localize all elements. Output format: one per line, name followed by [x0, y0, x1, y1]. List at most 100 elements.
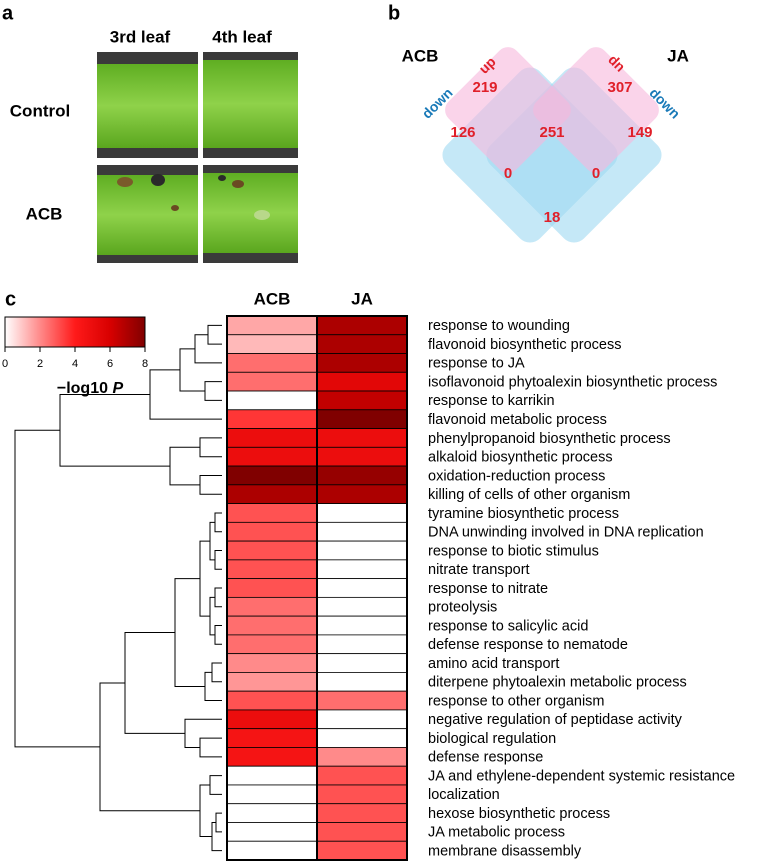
heatmap-cell	[316, 446, 408, 467]
row-label: response to nitrate	[428, 581, 548, 597]
row-label: Control	[10, 101, 70, 120]
heatmap-cell	[226, 728, 318, 748]
heatmap-cell	[316, 822, 408, 842]
heatmap-cell	[226, 822, 318, 842]
heatmap-cell	[226, 409, 318, 429]
dendrogram-branch	[204, 671, 222, 702]
region-count: 251	[539, 124, 564, 141]
heatmap-cell	[226, 465, 318, 486]
dendrogram-branch	[209, 596, 215, 636]
heatmap-cell	[316, 634, 408, 655]
dendrogram-branch	[214, 625, 222, 645]
heatmap-cell	[316, 840, 408, 861]
heatmap-cell	[316, 747, 408, 767]
venn-shapes	[442, 47, 662, 243]
heatmap-cell	[316, 465, 408, 486]
colorbar	[4, 316, 146, 348]
dendrogram-branch	[59, 394, 170, 467]
heatmap-cell	[316, 653, 408, 673]
heatmap-cell	[226, 747, 318, 767]
heatmap-cell	[226, 559, 318, 580]
heatmap-cell	[316, 353, 408, 373]
row-label: defense response to nematode	[428, 637, 628, 653]
row-label: oxidation-reduction process	[428, 468, 605, 484]
heatmap-cell	[316, 428, 408, 448]
heatmap-cell	[226, 334, 318, 354]
heatmap-cell	[316, 578, 408, 598]
heatmap-cell	[316, 559, 408, 580]
colorbar-tick-label: 6	[107, 358, 113, 370]
heatmap-cell	[226, 596, 318, 617]
heatmap-cell	[226, 428, 318, 448]
heatmap-cell	[226, 371, 318, 392]
dendrogram-branch	[215, 812, 222, 833]
heatmap-cell	[226, 315, 318, 336]
heatmap-cell	[226, 803, 318, 823]
row-label: ACB	[26, 204, 63, 223]
row-label: isoflavonoid phytoalexin biosynthetic pr…	[428, 374, 717, 390]
heatmap-cell	[226, 578, 318, 598]
colorbar-label-text: −log10	[57, 380, 108, 397]
heatmap-cell	[316, 484, 408, 504]
region-count: 0	[504, 165, 512, 182]
dendrogram-branch	[204, 381, 222, 401]
dendrogram-branch	[209, 775, 222, 795]
heatmap-cell	[316, 315, 408, 336]
heatmap-cell	[316, 503, 408, 523]
heatmap-cell	[316, 728, 408, 748]
region-count: 307	[607, 79, 632, 96]
dendrogram-branch	[214, 512, 222, 533]
dendrogram-branch	[179, 348, 205, 392]
heatmap-cell	[226, 484, 318, 504]
row-label: response to biotic stimulus	[428, 543, 599, 559]
heatmap-cell	[316, 521, 408, 542]
row-label: killing of cells of other organism	[428, 487, 630, 503]
heatmap-cell	[226, 503, 318, 523]
heatmap-cell	[226, 672, 318, 692]
heatmap-cell	[316, 334, 408, 354]
heatmap-cell	[226, 840, 318, 861]
dendrogram-branch	[199, 540, 210, 617]
row-label: response to wounding	[428, 318, 570, 334]
leaf-photos	[97, 52, 298, 263]
heatmap-cell	[226, 784, 318, 805]
dendrogram-branch	[209, 521, 215, 561]
dendrogram-branch	[211, 662, 222, 683]
row-label: amino acid transport	[428, 656, 559, 672]
colorbar-label-italic: P	[112, 380, 123, 397]
dendrogram-branch	[124, 632, 185, 734]
row-label: flavonoid metabolic process	[428, 412, 607, 428]
heatmap-cell	[226, 653, 318, 673]
row-label: diterpene phytoalexin metabolic process	[428, 675, 687, 691]
heatmap-cell	[226, 709, 318, 730]
dendrogram-branch	[207, 324, 222, 345]
column-label: ACB	[254, 289, 291, 308]
dendrogram-branch	[149, 369, 222, 420]
dendrogram-branch	[14, 429, 100, 748]
heatmap-cell	[226, 690, 318, 711]
heatmap-cell	[316, 615, 408, 636]
region-count: 18	[544, 209, 561, 226]
dendrogram-branch	[199, 737, 222, 758]
dendrogram-branch	[214, 549, 222, 570]
dendrogram-branch	[169, 446, 200, 486]
row-label: tyramine biosynthetic process	[428, 506, 619, 522]
set-label: JA	[667, 46, 689, 65]
row-label: negative regulation of peptidase activit…	[428, 712, 683, 728]
heatmap-cell	[226, 390, 318, 411]
row-label: nitrate transport	[428, 562, 530, 578]
heatmap-cell	[316, 371, 408, 392]
heatmap-cell	[316, 672, 408, 692]
dendrogram-branch	[199, 437, 222, 458]
row-label: response to other organism	[428, 693, 605, 709]
dendrogram	[14, 324, 222, 852]
row-label: response to JA	[428, 356, 525, 372]
row-label: phenylpropanoid biosynthetic process	[428, 431, 671, 447]
heatmap-cell	[226, 765, 318, 786]
row-label: alkaloid biosynthetic process	[428, 450, 613, 466]
heatmap-cell	[226, 634, 318, 655]
colorbar-tick-label: 2	[37, 358, 43, 370]
heatmap-cell	[316, 540, 408, 561]
heatmap-cell	[316, 765, 408, 786]
row-label: DNA unwinding involved in DNA replicatio…	[428, 525, 704, 541]
